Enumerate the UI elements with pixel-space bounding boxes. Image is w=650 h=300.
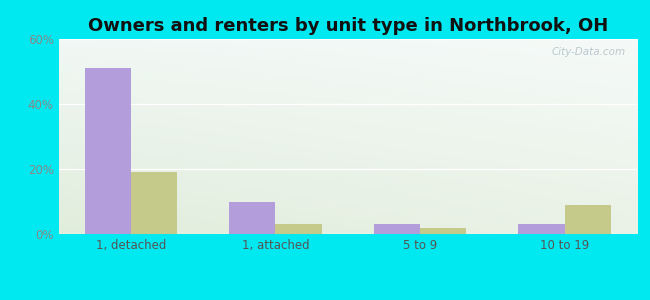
Bar <box>229 202 276 234</box>
Title: Owners and renters by unit type in Northbrook, OH: Owners and renters by unit type in North… <box>88 17 608 35</box>
Bar <box>276 224 322 234</box>
Bar <box>84 68 131 234</box>
Bar <box>519 224 565 234</box>
Bar <box>374 224 420 234</box>
Bar <box>131 172 177 234</box>
Text: City-Data.com: City-Data.com <box>551 47 625 57</box>
Bar <box>420 227 466 234</box>
Bar <box>565 205 611 234</box>
